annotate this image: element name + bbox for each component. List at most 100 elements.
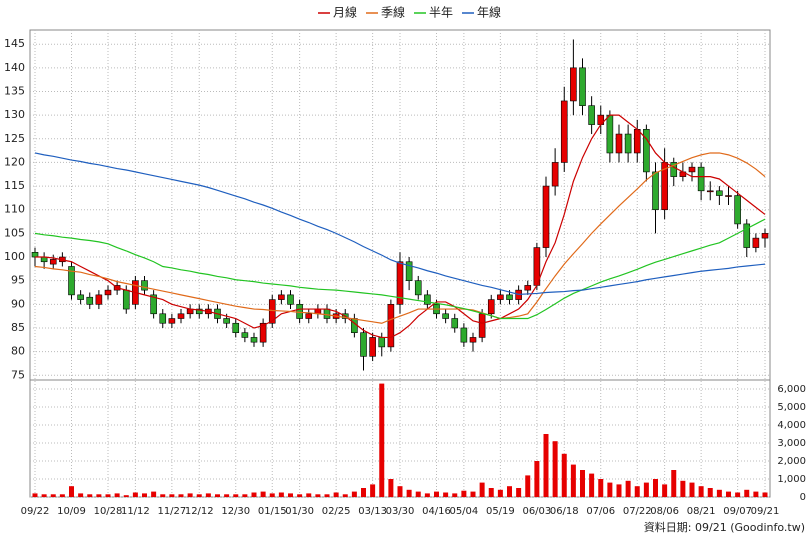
volume-bar xyxy=(625,480,631,497)
source-note: 資料日期: 09/21 (Goodinfo.tw) xyxy=(644,520,805,534)
x-tick-label: 01/30 xyxy=(285,506,314,517)
volume-bar xyxy=(215,494,220,497)
candle-body xyxy=(624,133,632,154)
candle-body xyxy=(223,318,230,324)
y-tick-label: 145 xyxy=(4,37,25,50)
candle-body xyxy=(414,280,422,296)
x-tick-label: 12/12 xyxy=(185,506,214,517)
candle-body xyxy=(524,285,532,291)
volume-bar xyxy=(443,492,449,497)
candle-body xyxy=(360,332,367,357)
candle-body xyxy=(451,318,459,329)
volume-bar xyxy=(570,464,576,497)
candle-body xyxy=(287,294,294,305)
volume-bar xyxy=(96,494,102,497)
volume-bar xyxy=(424,493,430,497)
volume-bar xyxy=(59,494,65,497)
candle-body xyxy=(168,318,176,324)
candle-body xyxy=(442,313,449,319)
volume-bar xyxy=(178,494,184,497)
volume-bar xyxy=(351,491,357,497)
volume-bar xyxy=(716,489,722,497)
candle-body xyxy=(250,337,258,343)
candle-body xyxy=(77,294,84,300)
volume-bar xyxy=(205,493,211,497)
volume-bar xyxy=(488,488,494,497)
candle-body xyxy=(716,190,723,196)
candle-body xyxy=(95,294,103,305)
y-tick-label: 130 xyxy=(4,108,25,121)
volume-bar xyxy=(762,492,768,497)
volume-bar xyxy=(406,489,412,497)
volume-bar xyxy=(342,494,348,497)
volume-bar xyxy=(397,486,403,497)
volume-bar xyxy=(288,493,293,497)
volume-bar xyxy=(479,482,485,497)
volume-bar xyxy=(160,494,166,497)
volume-bar xyxy=(269,493,275,497)
x-tick-label: 08/06 xyxy=(650,506,679,517)
volume-bar xyxy=(598,479,604,497)
candle-body xyxy=(560,100,568,163)
candle-body xyxy=(232,322,240,334)
y-tick-label: 95 xyxy=(11,274,25,287)
candle-body xyxy=(615,133,623,154)
volume-bar xyxy=(662,484,668,497)
y-tick-label: 105 xyxy=(4,226,25,239)
y2-tick-label: 4,000 xyxy=(777,420,806,431)
candle-body xyxy=(670,162,678,177)
y-tick-label: 100 xyxy=(4,250,25,263)
x-tick-label: 10/28 xyxy=(94,506,123,517)
candle-body xyxy=(606,114,614,154)
volume-bar xyxy=(187,493,193,497)
y2-tick-label: 6,000 xyxy=(777,384,806,395)
candle-body xyxy=(31,251,39,258)
volume-bar xyxy=(634,486,640,497)
x-tick-label: 03/13 xyxy=(358,506,387,517)
volume-bar xyxy=(87,494,93,497)
volume-bar xyxy=(680,480,686,497)
candle-body xyxy=(177,313,185,319)
volume-bar xyxy=(689,482,695,497)
candle-body xyxy=(424,294,431,305)
x-tick-label: 06/03 xyxy=(522,506,551,517)
candle-body xyxy=(268,299,276,324)
candle-body xyxy=(506,294,513,300)
candle-body xyxy=(542,185,550,248)
y2-tick-label: 1,000 xyxy=(777,474,806,485)
volume-bar xyxy=(251,492,257,497)
volume-bar xyxy=(534,461,540,497)
volume-bar xyxy=(50,494,56,497)
volume-bar xyxy=(580,470,585,497)
x-tick-label: 04/16 xyxy=(422,506,451,517)
volume-bar xyxy=(744,489,750,497)
volume-bar xyxy=(361,488,366,497)
candle-body xyxy=(752,237,760,248)
volume-bar xyxy=(32,493,38,497)
volume-bar xyxy=(324,494,330,497)
x-tick-label: 10/09 xyxy=(57,506,86,517)
volume-bar xyxy=(224,494,230,497)
volume-bar xyxy=(589,473,595,497)
ma-line xyxy=(34,152,766,324)
y-tick-label: 125 xyxy=(4,132,25,145)
volume-bar xyxy=(525,475,531,497)
candle-body xyxy=(104,289,112,296)
volume-bar xyxy=(69,486,74,497)
candle-body xyxy=(405,261,413,281)
volume-bar xyxy=(233,494,239,497)
y2-tick-label: 3,000 xyxy=(777,438,806,449)
volume-bar xyxy=(434,491,439,497)
candle-body xyxy=(296,304,303,319)
x-tick-label: 06/18 xyxy=(550,506,579,517)
candle-body xyxy=(460,327,468,343)
candle-body xyxy=(734,195,741,225)
volume-bar xyxy=(151,491,157,497)
volume-bar xyxy=(616,484,622,497)
volume-bar xyxy=(497,489,503,497)
candle-body xyxy=(579,67,586,106)
candle-body xyxy=(688,166,696,173)
x-tick-label: 09/07 xyxy=(723,506,752,517)
volume-bar xyxy=(607,482,613,497)
volume-bar xyxy=(297,494,303,497)
